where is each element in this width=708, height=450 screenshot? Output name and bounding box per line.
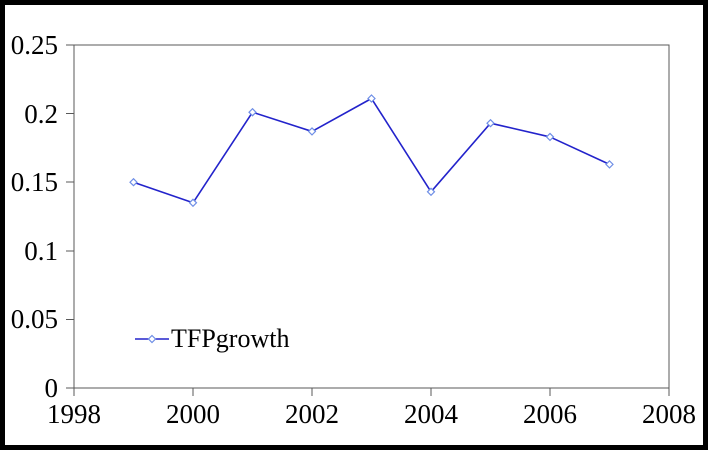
x-axis-label: 1998: [47, 399, 101, 429]
y-axis-label: 0.25: [10, 30, 58, 60]
x-axis-label: 2004: [404, 399, 458, 429]
plot-area-border: [73, 44, 670, 389]
y-axis-label: 0: [44, 373, 59, 403]
data-point-marker: [188, 198, 198, 208]
data-point-marker: [486, 118, 495, 128]
data-point-marker: [426, 187, 436, 197]
data-point-marker: [307, 127, 317, 136]
x-axis-label: 2002: [285, 399, 339, 429]
y-axis-label: 0.2: [24, 99, 58, 129]
data-point-marker: [545, 132, 555, 142]
y-axis-label: 0.1: [24, 236, 58, 266]
data-point-marker: [129, 177, 138, 187]
tfpgrowth-series-line: [133, 97, 610, 204]
y-axis-label: 0.05: [10, 304, 58, 334]
x-axis-label: 2008: [642, 399, 696, 429]
data-point-marker: [605, 160, 614, 169]
legend-marker-icon: [147, 334, 157, 344]
legend-label: TFPgrowth: [171, 324, 290, 353]
y-axis-label: 0.15: [10, 167, 58, 197]
x-axis-label: 2000: [166, 399, 220, 429]
x-axis-label: 2006: [523, 399, 577, 429]
data-point-marker: [367, 94, 376, 103]
data-point-marker: [248, 107, 257, 117]
